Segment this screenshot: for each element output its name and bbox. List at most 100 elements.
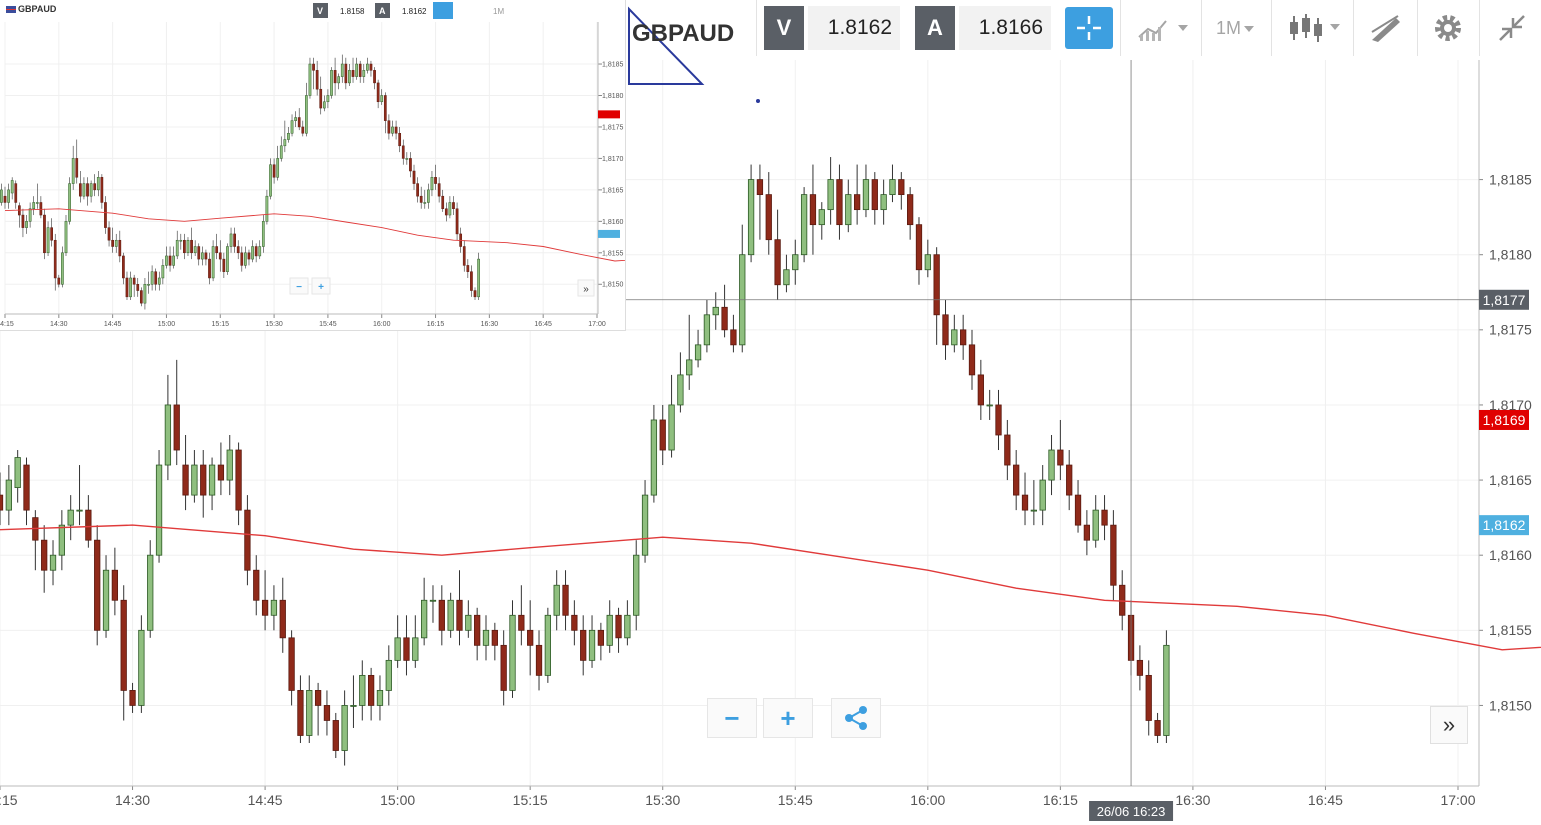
candle (308, 57, 312, 99)
candle (120, 585, 127, 721)
candle (129, 271, 132, 300)
symbol-title: GBPAUD (632, 20, 735, 47)
candle (615, 607, 622, 653)
candle (571, 600, 578, 646)
chart-type-dropdown[interactable] (1288, 6, 1344, 50)
candle (322, 95, 326, 112)
candle (258, 240, 262, 260)
candle (186, 237, 190, 256)
draw-tools-button[interactable] (1370, 6, 1402, 50)
candle (57, 274, 61, 288)
zoom-in-button[interactable]: + (763, 698, 813, 738)
candle (215, 233, 219, 260)
candle (200, 246, 204, 266)
candle (1163, 630, 1170, 743)
candle (179, 233, 183, 250)
indicator-dropdown[interactable] (1136, 6, 1196, 50)
candle (53, 233, 57, 291)
candle (470, 265, 473, 297)
candle (71, 145, 75, 190)
candle (208, 457, 216, 511)
chevron-down-icon (1244, 26, 1255, 32)
candle (465, 600, 472, 638)
candle (398, 126, 402, 153)
candle (473, 287, 477, 300)
candle (429, 585, 437, 623)
candle (668, 374, 675, 458)
candle (1030, 480, 1037, 526)
x-tick-label: 14:30 (50, 321, 68, 328)
drawn-triangle[interactable] (628, 6, 705, 85)
indicator-icon (1138, 20, 1188, 41)
y-tick-label: 1,8155 (1489, 622, 1532, 638)
mini-scroll-right (577, 279, 595, 297)
candle (251, 240, 254, 263)
candle (1039, 465, 1046, 526)
candle (297, 108, 301, 131)
timeframe-dropdown[interactable]: 1M (1216, 6, 1257, 50)
candle (924, 239, 931, 278)
y-tick-label: 1,8180 (1489, 247, 1532, 263)
candle (173, 359, 180, 466)
collapse-button[interactable] (1496, 6, 1528, 50)
mini-bid-label: V (317, 6, 323, 16)
candle (362, 64, 366, 83)
candle (122, 252, 125, 285)
svg-text:26/06 16:23: 26/06 16:23 (1097, 804, 1166, 819)
candle (279, 136, 283, 162)
candle (7, 183, 10, 209)
candle (544, 607, 551, 683)
svg-text:1,8162: 1,8162 (1483, 517, 1526, 533)
crosshair-button[interactable] (1065, 7, 1113, 49)
candle (200, 450, 207, 518)
scroll-right-button[interactable]: » (1430, 706, 1468, 744)
candle (366, 57, 369, 74)
candle (482, 615, 490, 661)
candle (871, 172, 878, 225)
candle (462, 240, 466, 272)
candle (319, 76, 323, 115)
candle (217, 442, 225, 496)
candle (165, 246, 168, 269)
draw-icon (1371, 15, 1400, 42)
candle (518, 585, 525, 646)
ma-price-tag: 1,8169 (1479, 409, 1529, 430)
share-button[interactable] (831, 698, 881, 738)
candle (218, 240, 222, 272)
candle (100, 174, 104, 209)
candle (208, 252, 211, 285)
candle (535, 630, 543, 691)
ask-price[interactable]: 1.8166 (959, 6, 1051, 50)
candle (650, 404, 658, 503)
bid-price[interactable]: 1.8162 (808, 6, 900, 50)
settings-button[interactable] (1432, 6, 1464, 50)
candle (75, 139, 79, 184)
zoom-out-button[interactable]: − (707, 698, 757, 738)
candle (427, 183, 430, 209)
candle (14, 180, 18, 209)
candle (68, 177, 71, 225)
candle (721, 284, 728, 338)
candle (641, 480, 649, 563)
candle (845, 179, 852, 233)
y-tick-label: 1,8180 (602, 93, 624, 100)
candle (441, 189, 445, 212)
mini-toolbar: V 1.8158 A 1.8162 1M (313, 2, 504, 19)
candle (330, 67, 333, 99)
candle (190, 227, 193, 260)
candle (1048, 435, 1055, 496)
moving-average-line (4, 208, 625, 262)
candle (235, 442, 242, 526)
x-tick-label: 15:15 (513, 792, 548, 808)
candle (0, 472, 4, 526)
candle (747, 164, 755, 263)
candle (14, 450, 21, 503)
candle (5, 465, 12, 526)
candle (380, 89, 384, 105)
candle (430, 171, 434, 197)
candle (39, 196, 43, 219)
candle (633, 540, 640, 631)
drawn-point[interactable] (756, 99, 760, 103)
candle (730, 314, 737, 353)
